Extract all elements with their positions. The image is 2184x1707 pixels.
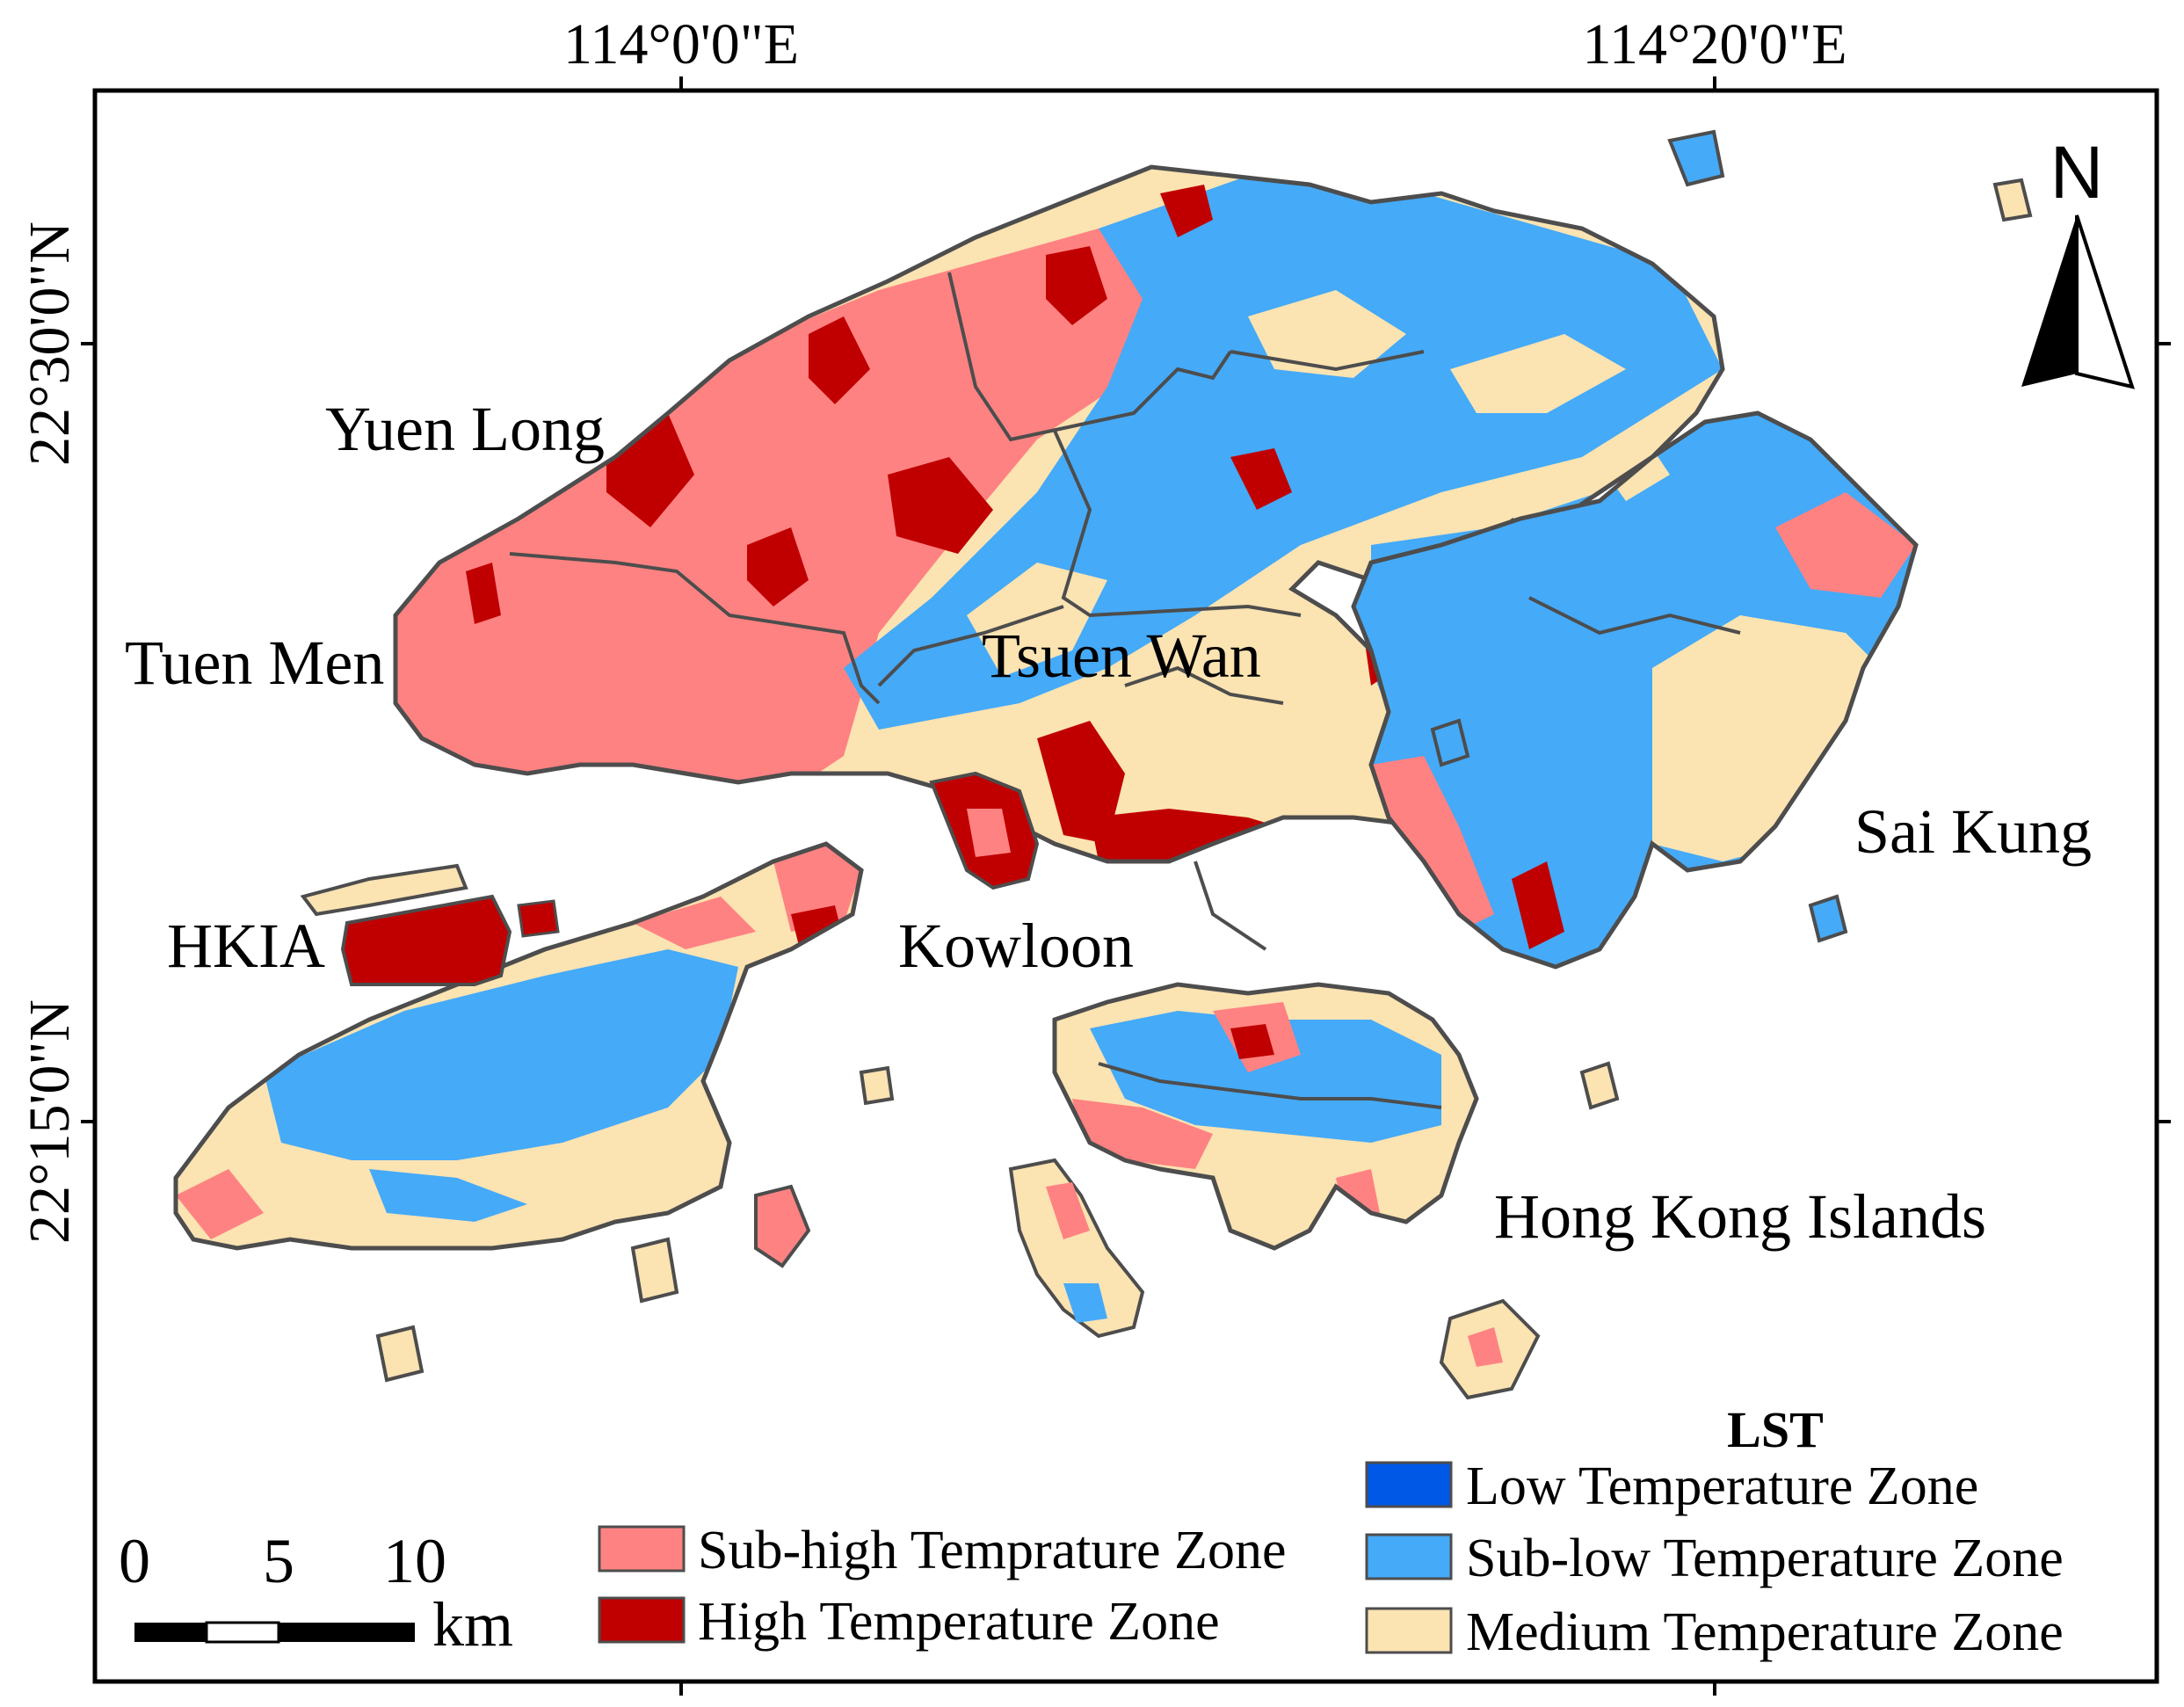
- west-kowloon-landmass: [929, 771, 1040, 890]
- legend-title: LST: [1727, 1401, 1824, 1458]
- longitude-label-114-20: 114°20'0"E: [1582, 12, 1847, 76]
- place-label-tuen-men: Tuen Men: [125, 628, 384, 698]
- scale-tick-5: 5: [263, 1526, 294, 1596]
- north-arrow: [2021, 214, 2135, 389]
- latitude-label-22-30: 22°30'0"N: [18, 222, 82, 466]
- new-territories-landmass: [393, 164, 1741, 951]
- place-label-yuen-long: Yuen Long: [325, 394, 605, 464]
- place-label-hkia: HKIA: [167, 911, 325, 981]
- legend-swatch-low: [1365, 1461, 1453, 1508]
- hong-kong-island-landmass: [1052, 982, 1479, 1251]
- place-label-hong-kong-islands: Hong Kong Islands: [1494, 1181, 1986, 1252]
- place-label-sai-kung: Sai Kung: [1854, 796, 2092, 867]
- legend-label-low: Low Temperature Zone: [1466, 1456, 1978, 1516]
- legend-swatch-high: [598, 1596, 686, 1644]
- graticule-ticks: [81, 76, 2171, 1696]
- place-label-kowloon: Kowloon: [898, 911, 1134, 981]
- legend-swatch-sub-low: [1365, 1533, 1453, 1580]
- legend: [598, 1461, 1453, 1654]
- legend-swatch-medium: [1365, 1607, 1453, 1654]
- north-arrow-label: N: [2050, 131, 2104, 214]
- hkia-landmass: [300, 863, 560, 986]
- map-frame: [92, 88, 2159, 1684]
- latitude-label-22-15: 22°15'0"N: [18, 999, 82, 1244]
- legend-label-sub-low: Sub-low Temperature Zone: [1466, 1529, 2064, 1588]
- place-label-tsuen-wan: Tsuen Wan: [982, 621, 1261, 691]
- scale-tick-10: 10: [383, 1526, 446, 1596]
- scale-unit: km: [432, 1589, 513, 1660]
- longitude-label-114-0: 114°0'0"E: [563, 12, 799, 76]
- scale-tick-0: 0: [119, 1526, 150, 1596]
- legend-label-medium: Medium Temperature Zone: [1466, 1602, 2064, 1662]
- southern-islands: [375, 129, 2033, 1400]
- legend-label-sub-high: Sub-high Temprature Zone: [698, 1521, 1286, 1580]
- legend-label-high: High Temperature Zone: [698, 1592, 1220, 1652]
- legend-swatch-sub-high: [598, 1525, 686, 1573]
- scale-bar: [134, 1621, 415, 1644]
